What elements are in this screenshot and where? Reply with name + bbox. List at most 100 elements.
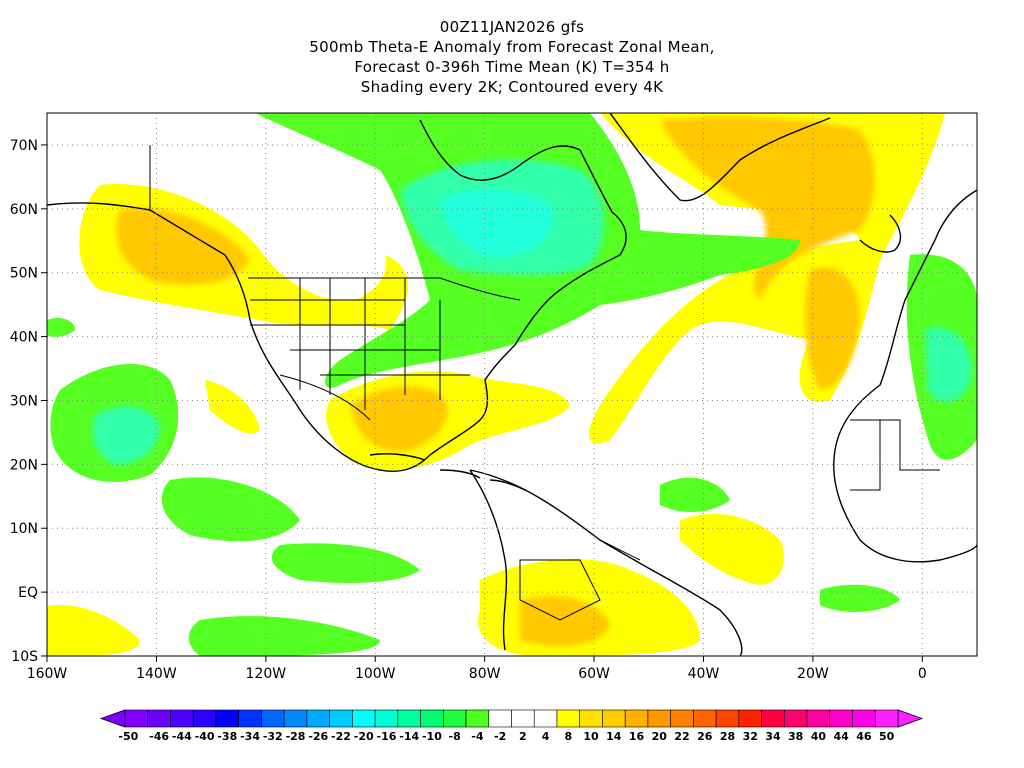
anomaly-region: [660, 477, 730, 512]
colorbar-label: -26: [308, 730, 328, 743]
anomaly-region: [47, 318, 75, 337]
colorbar-swatch: [670, 709, 694, 728]
x-tick-label: 60W: [578, 666, 610, 682]
border: [279, 374, 371, 421]
colorbar-swatch: [329, 709, 353, 728]
colorbar-label: -44: [172, 730, 192, 743]
anomaly-region: [271, 543, 420, 583]
map-frame: [46, 112, 978, 657]
colorbar-label: -2: [494, 730, 506, 743]
colorbar-label: -40: [195, 730, 215, 743]
colorbar-swatch: [261, 709, 285, 728]
colorbar-label: 8: [565, 730, 573, 743]
colorbar-label: 34: [765, 730, 781, 743]
colorbar-swatch: [829, 709, 853, 728]
anomaly-shading: [47, 113, 977, 656]
x-tick-label: 0: [918, 666, 927, 682]
colorbar-swatch: [352, 709, 376, 728]
colorbar-label: 20: [652, 730, 668, 743]
colorbar-swatch: [215, 709, 239, 728]
colorbar-label: -50: [118, 730, 138, 743]
colorbar-swatch: [602, 709, 626, 728]
colorbar-swatch: [442, 709, 467, 728]
border: [519, 539, 641, 621]
colorbar-label: -8: [449, 730, 461, 743]
anomaly-core: [350, 386, 449, 451]
y-tick-label: 50N: [10, 266, 38, 282]
colorbar-swatch: [397, 709, 421, 728]
y-tick-label: 10N: [10, 521, 38, 537]
colorbar-swatch: [715, 709, 740, 728]
coastline: [833, 189, 977, 563]
colorbar-swatch: [488, 709, 512, 728]
coastline: [47, 119, 627, 472]
x-tick-label: 20W: [797, 666, 829, 682]
colorbar-label: -38: [217, 730, 237, 743]
colorbar-swatch: [852, 709, 876, 728]
colorbar-swatch: [556, 709, 581, 728]
colorbar-label: -34: [240, 730, 260, 743]
x-axis: 160W 140W 120W 100W 80W 60W 40W 20W 0: [27, 656, 927, 682]
colorbar-swatch: [693, 709, 717, 728]
colorbar-label: 44: [834, 730, 850, 743]
y-tick-label: 30N: [10, 393, 38, 409]
colorbar-swatch: [647, 709, 671, 728]
colorbar-label: 40: [811, 730, 827, 743]
colorbar-swatch: [784, 709, 808, 728]
border: [850, 419, 940, 491]
y-tick-label: 10S: [11, 649, 38, 665]
colorbar-swatch: [579, 709, 603, 728]
coastline: [859, 214, 902, 253]
coastline: [469, 469, 743, 656]
coastline: [609, 113, 831, 202]
colorbar-label: -10: [422, 730, 442, 743]
colorbar-label: 2: [519, 730, 527, 743]
colorbar-label: 16: [629, 730, 645, 743]
colorbar-swatch: [874, 709, 899, 728]
title-line-3: Forecast 0-396h Time Mean (K) T=354 h: [354, 58, 670, 76]
colorbar-label: 14: [606, 730, 622, 743]
anomaly-core: [92, 406, 160, 465]
colorbar-swatch: [170, 709, 194, 728]
title-line-2: 500mb Theta-E Anomaly from Forecast Zona…: [309, 38, 715, 56]
x-tick-label: 100W: [355, 666, 396, 682]
anomaly-region: [680, 513, 784, 585]
colorbar-swatch: [761, 709, 785, 728]
colorbar-max-arrow: [897, 709, 924, 728]
colorbar-label: 26: [697, 730, 713, 743]
coastline: [369, 453, 526, 491]
colorbar-swatch: [192, 709, 217, 728]
anomaly-region: [188, 616, 380, 656]
colorbar-label: -22: [331, 730, 351, 743]
border: [248, 277, 521, 301]
x-tick-label: 140W: [136, 666, 177, 682]
x-tick-label: 120W: [246, 666, 287, 682]
colorbar-label: 38: [788, 730, 803, 743]
colorbar-swatch: [511, 709, 535, 728]
colorbar-label: 22: [674, 730, 689, 743]
y-tick-label: EQ: [18, 585, 38, 601]
colorbar-swatch: [238, 709, 262, 728]
colorbar-swatch: [306, 709, 330, 728]
colorbar-swatch: [420, 709, 444, 728]
anomaly-region: [820, 584, 900, 612]
y-axis: 70N 60N 50N 40N 30N 20N 10N EQ 10S: [10, 138, 47, 665]
colorbar-swatch: [124, 709, 149, 728]
colorbar-label: -16: [377, 730, 397, 743]
colorbar-swatch: [624, 709, 649, 728]
anomaly-region: [47, 604, 140, 656]
colorbar-swatch: [533, 709, 558, 728]
colorbar-label: 28: [720, 730, 735, 743]
colorbar: -50 -46 -44 -40 -38 -34 -32 -28 -26 -22 -20 -16 -14-…: [99, 709, 924, 743]
anomaly-core: [116, 208, 250, 285]
colorbar-label: 46: [856, 730, 872, 743]
colorbar-label: 4: [542, 730, 550, 743]
anomaly-region: [205, 380, 260, 434]
colorbar-label: -32: [263, 730, 283, 743]
colorbar-label: -4: [471, 730, 484, 743]
colorbar-label: 10: [583, 730, 599, 743]
y-tick-label: 40N: [10, 330, 38, 346]
colorbar-swatch: [283, 709, 308, 728]
coastlines: [47, 113, 977, 656]
